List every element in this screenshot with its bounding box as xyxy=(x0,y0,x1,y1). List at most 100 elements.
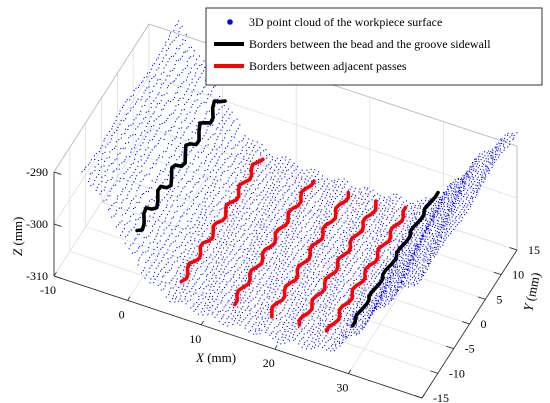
point-cloud-point xyxy=(383,230,385,232)
point-cloud-point xyxy=(292,228,294,230)
point-cloud-point xyxy=(396,272,398,274)
point-cloud-point xyxy=(416,240,418,242)
point-cloud-point xyxy=(231,148,233,150)
x-tick-label: -10 xyxy=(40,283,56,297)
point-cloud-point xyxy=(217,303,219,306)
point-cloud-point xyxy=(335,343,337,345)
point-cloud-point xyxy=(357,290,359,292)
point-cloud-point xyxy=(261,294,263,296)
point-cloud-point xyxy=(452,181,454,183)
point-cloud-point xyxy=(488,172,490,174)
point-cloud-point xyxy=(205,285,207,288)
point-cloud-point xyxy=(287,236,289,238)
point-cloud-point xyxy=(224,147,227,149)
point-cloud-point xyxy=(261,180,264,182)
point-cloud-point xyxy=(386,276,388,278)
point-cloud-point xyxy=(332,318,334,320)
point-cloud-point xyxy=(239,205,241,207)
point-cloud-point xyxy=(376,230,379,232)
point-cloud-point xyxy=(335,277,337,279)
point-cloud-point xyxy=(383,295,385,297)
point-cloud-point xyxy=(122,188,124,190)
point-cloud-point xyxy=(139,185,141,187)
point-cloud-point xyxy=(391,271,393,273)
point-cloud-point xyxy=(432,215,434,217)
point-cloud-point xyxy=(499,143,501,145)
point-cloud-point xyxy=(295,304,297,306)
point-cloud-point xyxy=(350,329,352,331)
point-cloud-point xyxy=(308,221,310,223)
point-cloud-point xyxy=(413,233,416,235)
point-cloud-point xyxy=(401,277,403,279)
point-cloud-point xyxy=(383,290,385,292)
point-cloud-point xyxy=(412,270,414,272)
point-cloud-point xyxy=(170,130,172,132)
point-cloud-point xyxy=(427,225,429,228)
point-cloud-point xyxy=(233,136,235,138)
point-cloud-point xyxy=(322,193,324,195)
point-cloud-point xyxy=(153,248,155,251)
point-cloud-point xyxy=(327,268,329,270)
point-cloud-point xyxy=(222,271,224,273)
point-cloud-point xyxy=(199,76,201,78)
point-cloud-point xyxy=(401,260,403,262)
point-cloud-point xyxy=(310,327,312,329)
point-cloud-point xyxy=(125,101,127,103)
point-cloud-point xyxy=(327,200,329,202)
point-cloud-point xyxy=(294,317,296,320)
point-cloud-point xyxy=(332,236,335,238)
point-cloud-point xyxy=(320,322,322,324)
x-tick-mark xyxy=(53,272,57,277)
point-cloud-point xyxy=(388,280,390,283)
point-cloud-point xyxy=(172,241,174,243)
point-cloud-point xyxy=(257,175,259,177)
point-cloud-point xyxy=(409,259,411,261)
point-cloud-point xyxy=(467,189,469,191)
point-cloud-point xyxy=(450,201,452,203)
point-cloud-point xyxy=(490,155,493,157)
point-cloud-point xyxy=(184,94,186,96)
point-cloud-point xyxy=(121,214,123,216)
point-cloud-point xyxy=(385,201,387,203)
point-cloud-point xyxy=(369,242,371,244)
point-cloud-point xyxy=(180,283,182,285)
point-cloud-point xyxy=(495,147,497,149)
point-cloud-point xyxy=(164,134,166,136)
point-cloud-point xyxy=(432,253,434,255)
point-cloud-point xyxy=(100,147,102,149)
point-cloud-point xyxy=(441,226,443,228)
point-cloud-point xyxy=(149,220,151,222)
point-cloud-point xyxy=(394,286,396,288)
point-cloud-point xyxy=(426,227,428,229)
point-cloud-point xyxy=(202,120,204,122)
point-cloud-point xyxy=(265,165,268,167)
point-cloud-point xyxy=(232,182,234,184)
point-cloud-point xyxy=(357,301,359,303)
point-cloud-point xyxy=(394,247,396,249)
point-cloud-point xyxy=(268,187,270,189)
point-cloud-point xyxy=(362,295,364,297)
point-cloud-point xyxy=(460,191,462,193)
point-cloud-point xyxy=(288,256,290,258)
point-cloud-point xyxy=(402,201,404,203)
point-cloud-point xyxy=(218,108,220,111)
point-cloud-point xyxy=(443,228,445,230)
point-cloud-point xyxy=(178,182,180,184)
point-cloud-point xyxy=(428,223,430,225)
point-cloud-point xyxy=(351,326,353,328)
point-cloud-point xyxy=(415,237,417,239)
point-cloud-point xyxy=(230,241,232,243)
point-cloud-point xyxy=(263,202,265,204)
point-cloud-point xyxy=(268,214,270,216)
point-cloud-point xyxy=(130,163,132,165)
point-cloud-point xyxy=(298,278,300,280)
point-cloud-point xyxy=(443,214,445,216)
point-cloud-point xyxy=(238,284,240,286)
point-cloud-point xyxy=(161,268,163,270)
point-cloud-point xyxy=(474,160,476,162)
point-cloud-point xyxy=(466,173,468,175)
point-cloud-point xyxy=(333,262,335,264)
point-cloud-point xyxy=(370,273,372,275)
point-cloud-point xyxy=(332,348,334,350)
point-cloud-point xyxy=(98,169,101,172)
